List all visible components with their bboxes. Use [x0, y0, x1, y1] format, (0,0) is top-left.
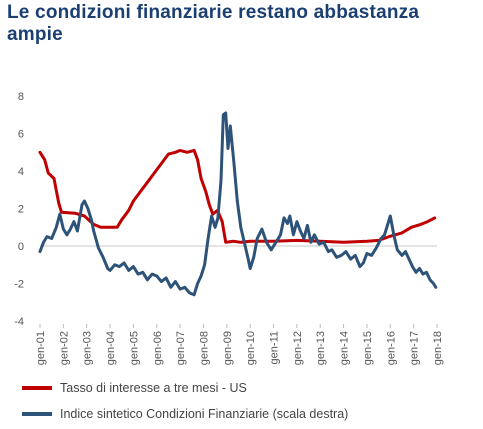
- y-tick-label: -2: [14, 279, 24, 291]
- series-group: [38, 111, 438, 297]
- x-tick-label: gen-05: [128, 331, 140, 365]
- y-tick-label: -4: [14, 316, 24, 328]
- x-tick-label: gen-04: [105, 331, 117, 365]
- x-tick-label: gen-16: [385, 331, 397, 365]
- x-axis-ticks: gen-01 gen-02 gen-03 gen-04 gen-05 gen-06 gen-…: [35, 324, 444, 365]
- x-tick-label: gen-18: [432, 331, 444, 365]
- x-tick-label: gen-15: [362, 331, 374, 365]
- x-tick-label: gen-01: [35, 331, 47, 365]
- legend-swatch-financial-conditions: [22, 412, 52, 416]
- legend-item-financial-conditions: Indice sintetico Condizioni Finanziarie …: [22, 401, 477, 427]
- x-tick-label: gen-12: [292, 331, 304, 365]
- y-tick-label: 2: [18, 204, 24, 216]
- legend: Tasso di interesse a tre mesi - US Indic…: [22, 375, 477, 427]
- y-tick-label: 8: [18, 91, 24, 103]
- x-tick-label: gen-03: [82, 331, 94, 365]
- x-tick-label: gen-09: [222, 331, 234, 365]
- legend-label-interest-rate: Tasso di interesse a tre mesi - US: [60, 381, 247, 395]
- x-tick-label: gen-02: [58, 331, 70, 365]
- x-tick-label: gen-11: [269, 331, 281, 364]
- x-tick-label: gen-08: [198, 331, 210, 365]
- legend-item-interest-rate: Tasso di interesse a tre mesi - US: [22, 375, 477, 401]
- x-tick-label: gen-07: [175, 331, 187, 365]
- chart-title: Le condizioni finanziarie restano abbast…: [7, 2, 420, 45]
- y-tick-label: 4: [18, 166, 24, 178]
- x-tick-label: gen-17: [409, 331, 421, 365]
- legend-label-financial-conditions: Indice sintetico Condizioni Finanziarie …: [60, 407, 349, 421]
- x-tick-label: gen-14: [339, 331, 351, 365]
- y-tick-label: 6: [18, 129, 24, 141]
- y-axis-ticks: 8 6 4 2 0 -2 -4: [14, 91, 24, 328]
- y-tick-label: 0: [18, 241, 24, 253]
- x-tick-label: gen-13: [315, 331, 327, 365]
- series-line-financial-conditions: [38, 111, 438, 297]
- x-tick-label: gen-10: [245, 331, 257, 365]
- legend-swatch-interest-rate: [22, 386, 52, 390]
- x-tick-label: gen-06: [152, 331, 164, 365]
